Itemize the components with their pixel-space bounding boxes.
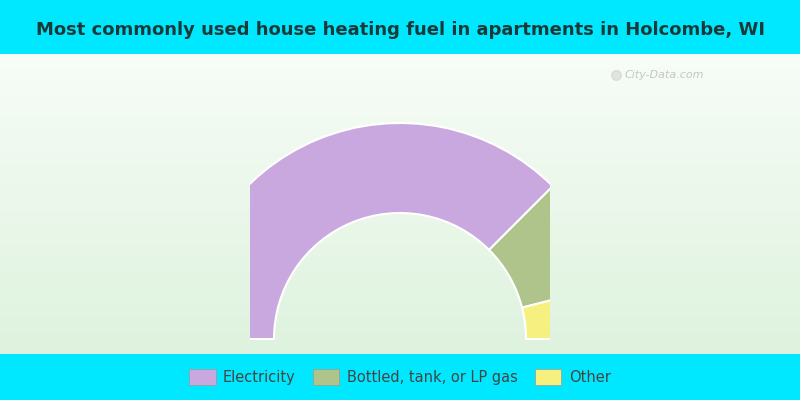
Text: City-Data.com: City-Data.com <box>624 70 704 80</box>
Legend: Electricity, Bottled, tank, or LP gas, Other: Electricity, Bottled, tank, or LP gas, O… <box>190 368 610 386</box>
Wedge shape <box>522 285 616 339</box>
Wedge shape <box>489 186 610 308</box>
Text: Most commonly used house heating fuel in apartments in Holcombe, WI: Most commonly used house heating fuel in… <box>35 21 765 39</box>
Wedge shape <box>184 123 553 339</box>
